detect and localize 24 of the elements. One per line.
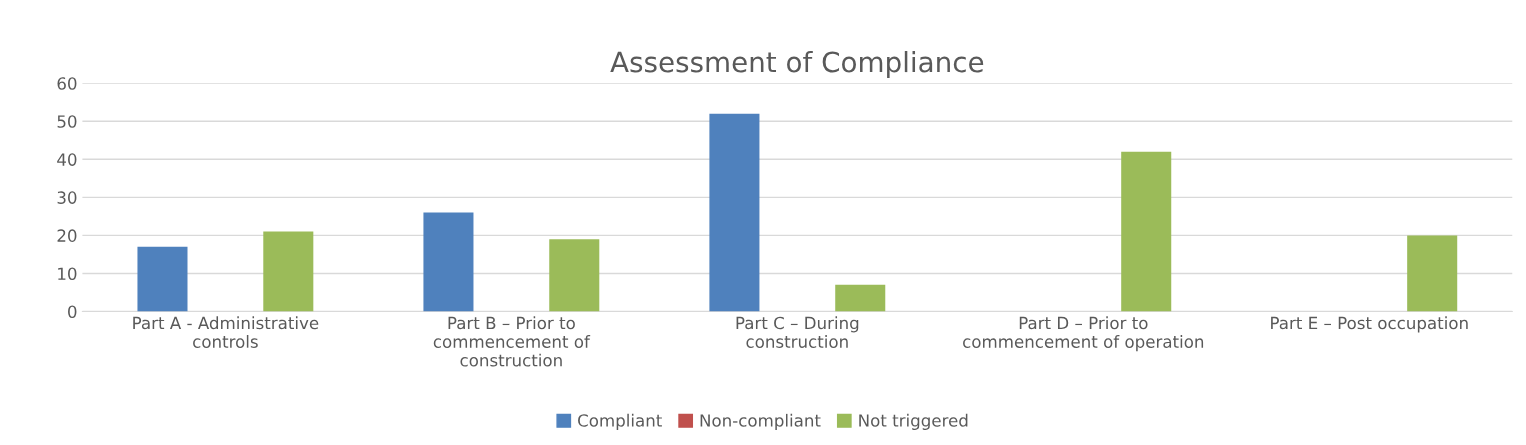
y-tick-label: 40: [57, 153, 77, 166]
bar: [835, 284, 886, 312]
x-tick-label: Part B – Prior to commencement of construction: [433, 316, 591, 367]
bar: [137, 246, 188, 312]
x-tick-label: Part E – Post occupation: [1271, 316, 1468, 333]
bar: [423, 212, 474, 312]
y-tick-label: 0: [68, 305, 77, 319]
bar: [1121, 151, 1172, 312]
bar: [709, 113, 760, 312]
y-tick-label: 30: [57, 191, 77, 204]
bar: [1407, 235, 1458, 312]
legend-label: Compliant: [578, 413, 662, 430]
y-tick-label: 60: [57, 77, 77, 90]
y-tick-label: 10: [58, 267, 77, 281]
chart-title: Assessment of Compliance: [610, 51, 984, 78]
legend-label: Not triggered: [859, 413, 968, 430]
x-tick-label: Part A - Administrative controls: [133, 316, 319, 348]
x-tick-label: Part D – Prior to commencement of operation: [963, 316, 1204, 352]
y-tick-label: 50: [57, 115, 77, 128]
bar: [263, 231, 314, 312]
y-tick-label: 20: [57, 229, 77, 242]
bar: [549, 239, 600, 312]
x-tick-label: Part C – During construction: [736, 316, 859, 348]
legend-label: Non-compliant: [700, 413, 821, 430]
